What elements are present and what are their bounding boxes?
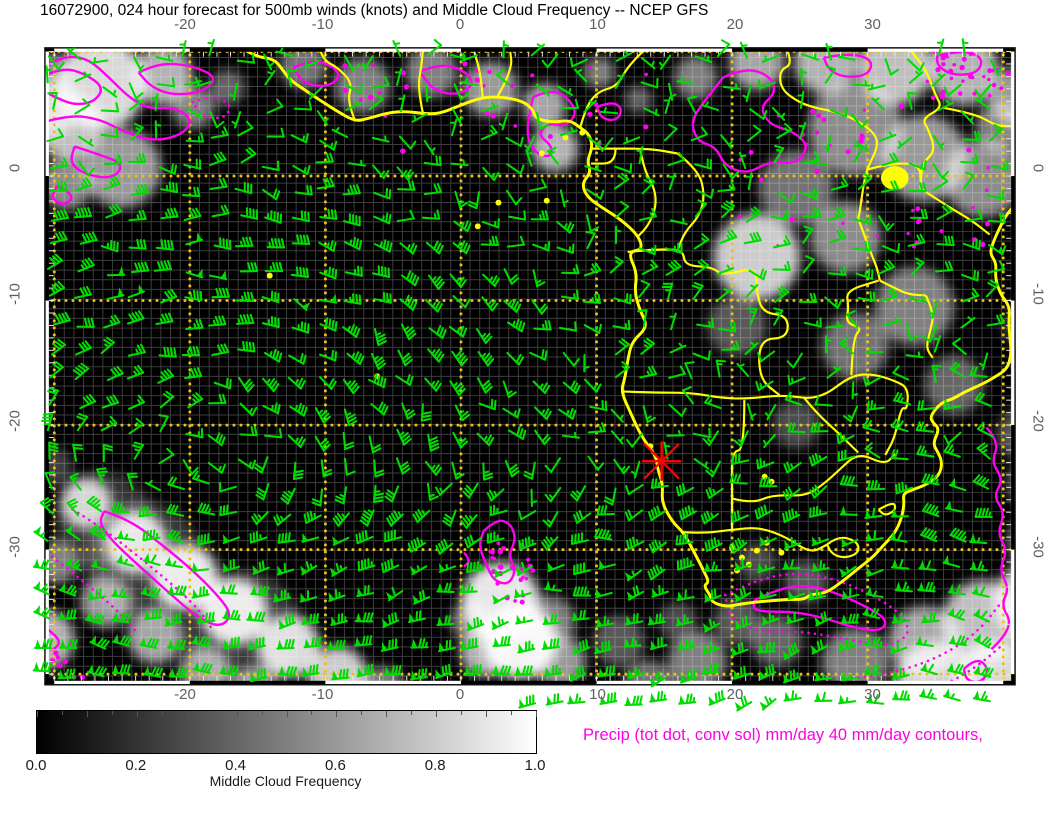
colorbar-minor-tick	[436, 711, 438, 717]
colorbar-minor-tick	[386, 711, 388, 717]
colorbar-minor-tick	[86, 711, 88, 717]
y-tick-right--20: -20	[1029, 409, 1047, 432]
colorbar-minor-tick	[236, 711, 238, 717]
colorbar-minor-tick	[261, 711, 263, 715]
x-tick-top-0: 0	[455, 16, 465, 33]
x-tick-top-10: 10	[589, 16, 606, 33]
colorbar-minor-tick	[37, 711, 38, 717]
x-tick-bottom-30: 30	[864, 686, 881, 703]
colorbar-minor-tick	[486, 711, 488, 717]
colorbar-minor-tick	[311, 711, 313, 715]
y-tick-left--10: -10	[6, 283, 24, 306]
x-tick-top--10: -10	[311, 16, 334, 33]
colorbar-minor-tick	[186, 711, 188, 717]
x-tick-bottom--20: -20	[174, 686, 196, 703]
colorbar-tick-0.2: 0.2	[125, 757, 147, 774]
colorbar-minor-tick	[111, 711, 113, 715]
map-canvas	[32, 38, 1016, 712]
colorbar-minor-tick	[61, 711, 63, 715]
colorbar-minor-tick	[211, 711, 213, 715]
y-tick-right--30: -30	[1029, 536, 1047, 558]
x-tick-top-20: 20	[726, 16, 744, 33]
colorbar-minor-tick	[361, 711, 363, 715]
x-tick-bottom-20: 20	[726, 686, 744, 703]
colorbar-tick-0.0: 0.0	[25, 757, 47, 774]
colorbar-minor-tick	[511, 711, 513, 715]
colorbar-minor-tick	[461, 711, 463, 715]
y-tick-left--20: -20	[6, 409, 24, 432]
page-title: 16072900, 024 hour forecast for 500mb wi…	[40, 2, 709, 19]
x-tick-top-30: 30	[864, 16, 881, 33]
colorbar-tick-1.0: 1.0	[524, 757, 546, 774]
x-tick-bottom--10: -10	[311, 686, 334, 703]
colorbar-minor-tick	[286, 711, 288, 717]
colorbar-tick-0.4: 0.4	[225, 757, 247, 774]
colorbar-tick-0.8: 0.8	[424, 757, 446, 774]
colorbar-minor-tick	[161, 711, 163, 715]
colorbar-minor-tick	[411, 711, 413, 715]
colorbar-label: Middle Cloud Frequency	[209, 773, 362, 789]
colorbar-tick-0.6: 0.6	[324, 757, 346, 774]
forecast-map	[32, 38, 1022, 712]
colorbar-minor-tick	[336, 711, 338, 717]
colorbar	[36, 710, 537, 754]
y-tick-left--30: -30	[6, 536, 24, 558]
y-tick-left-0: 0	[6, 163, 24, 173]
colorbar-minor-tick	[536, 711, 537, 717]
y-tick-right-0: 0	[1029, 163, 1047, 173]
x-tick-bottom-0: 0	[455, 686, 465, 703]
x-tick-bottom-10: 10	[589, 686, 606, 703]
y-tick-right--10: -10	[1029, 283, 1047, 306]
precip-caption: Precip (tot dot, conv sol) mm/day 40 mm/…	[583, 726, 983, 744]
x-tick-top--20: -20	[174, 16, 196, 33]
colorbar-minor-tick	[136, 711, 138, 717]
site-marker-asterisk	[641, 441, 682, 482]
